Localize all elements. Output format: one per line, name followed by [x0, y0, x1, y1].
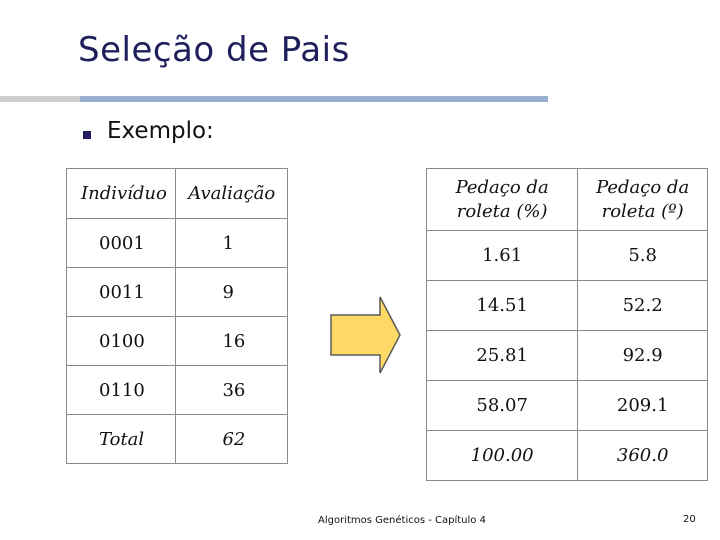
header-line: Pedaço da — [596, 176, 690, 198]
cell-avaliacao: 16 — [175, 316, 288, 366]
page-number: 20 — [683, 514, 696, 525]
cell-avaliacao: 36 — [175, 365, 288, 415]
title-rule-left — [0, 96, 80, 102]
cell-percent: 1.61 — [425, 230, 579, 281]
header-individuo: Indivíduo — [65, 168, 177, 219]
arrow-shape — [330, 296, 401, 374]
header-line: Pedaço da — [455, 176, 549, 198]
table-row: 0110 36 — [65, 365, 288, 415]
table-header-row: Pedaço da roleta (%) Pedaço da roleta (º… — [425, 168, 708, 231]
cell-individuo: 0001 — [65, 218, 177, 268]
cell-total-percent: 100.00 — [425, 430, 579, 481]
table-row: 58.07 209.1 — [425, 380, 708, 431]
table-row: 14.51 52.2 — [425, 280, 708, 331]
header-line: roleta (º) — [601, 200, 684, 222]
cell-percent: 25.81 — [425, 330, 579, 381]
table-row: 0100 16 — [65, 316, 288, 366]
right-arrow-icon — [330, 295, 402, 375]
cell-percent: 58.07 — [425, 380, 579, 431]
header-avaliacao: Avaliação — [175, 168, 288, 219]
cell-avaliacao: 1 — [175, 218, 288, 268]
square-bullet-icon — [83, 131, 91, 139]
bullet-text: Exemplo: — [107, 118, 214, 144]
cell-total-value: 62 — [175, 414, 288, 464]
slide-title: Seleção de Pais — [78, 30, 350, 70]
cell-total-degrees: 360.0 — [577, 430, 708, 481]
roulette-table: Pedaço da roleta (%) Pedaço da roleta (º… — [425, 168, 708, 481]
cell-degrees: 209.1 — [577, 380, 708, 431]
header-pedaco-degrees: Pedaço da roleta (º) — [577, 168, 708, 231]
table-total-row: 100.00 360.0 — [425, 430, 708, 481]
table-header-row: Indivíduo Avaliação — [65, 168, 288, 219]
header-line: roleta (%) — [456, 200, 548, 222]
cell-percent: 14.51 — [425, 280, 579, 331]
cell-individuo: 0100 — [65, 316, 177, 366]
cell-degrees: 5.8 — [577, 230, 708, 281]
cell-total-label: Total — [65, 414, 177, 464]
title-rule — [80, 96, 548, 102]
table-row: 25.81 92.9 — [425, 330, 708, 381]
evaluation-table: Indivíduo Avaliação 0001 1 0011 9 0100 1… — [65, 168, 288, 464]
table-row: 0001 1 — [65, 218, 288, 268]
cell-degrees: 92.9 — [577, 330, 708, 381]
table-row: 1.61 5.8 — [425, 230, 708, 281]
table-row: 0011 9 — [65, 267, 288, 317]
header-pedaco-percent: Pedaço da roleta (%) — [425, 168, 579, 231]
cell-degrees: 52.2 — [577, 280, 708, 331]
footer-text: Algoritmos Genéticos - Capítulo 4 — [318, 515, 486, 526]
cell-avaliacao: 9 — [175, 267, 288, 317]
table-total-row: Total 62 — [65, 414, 288, 464]
cell-individuo: 0110 — [65, 365, 177, 415]
cell-individuo: 0011 — [65, 267, 177, 317]
